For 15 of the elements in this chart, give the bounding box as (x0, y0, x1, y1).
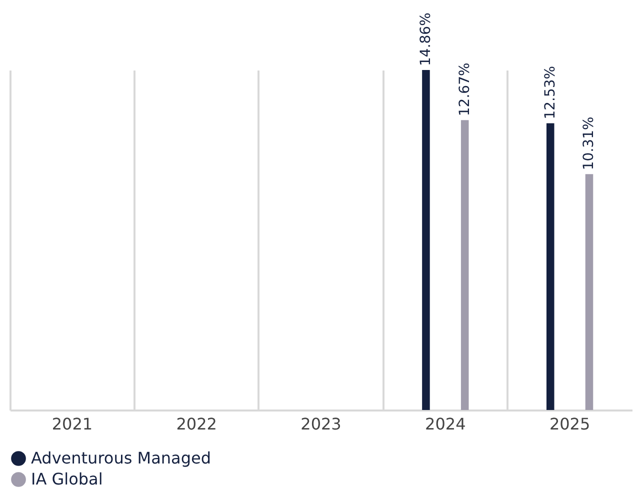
x-tick-label: 2023 (300, 414, 342, 434)
bar (546, 123, 554, 410)
x-tick-label: 2021 (52, 414, 93, 434)
data-label: 12.67% (456, 62, 473, 116)
data-label: 10.31% (581, 116, 598, 170)
legend-label: IA Global (31, 470, 103, 488)
data-label: 14.86% (418, 12, 434, 66)
bar (422, 70, 430, 410)
x-tick-label: 2025 (549, 414, 590, 434)
data-label: 12.53% (542, 66, 558, 120)
bar (585, 174, 594, 410)
bar (460, 120, 469, 410)
legend-label: Adventurous Managed (31, 448, 211, 468)
x-tick-label: 2024 (425, 414, 466, 434)
x-tick-label: 2022 (176, 414, 217, 434)
